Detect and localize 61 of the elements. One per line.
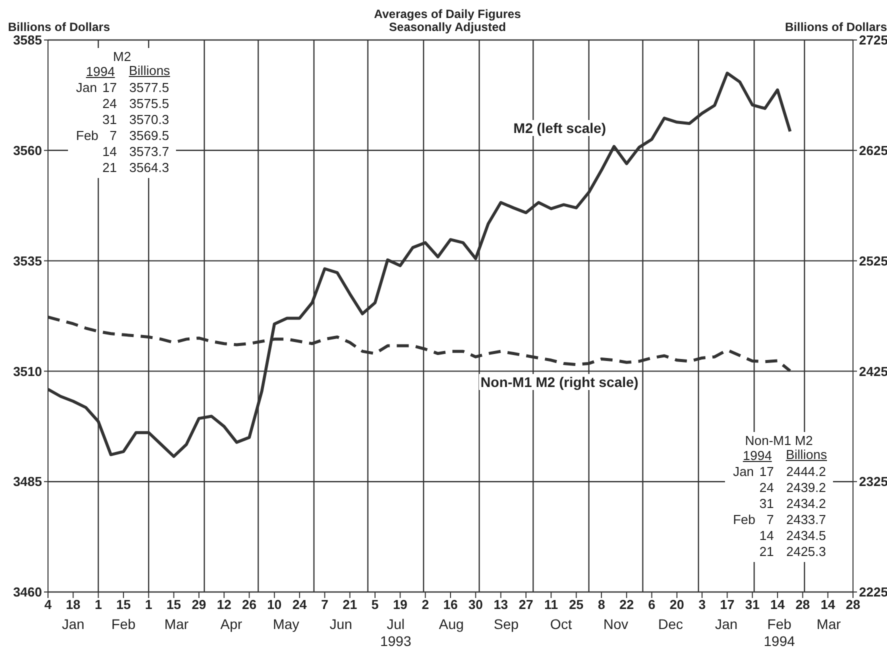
x-tick-label: 15 [166,597,182,612]
x-tick-label: 28 [795,597,810,612]
x-tick-label: 16 [443,597,458,612]
x-tick-label: 25 [569,597,584,612]
x-tick-label: 26 [242,597,256,612]
x-tick-label: 6 [648,597,656,612]
text: Mar [816,616,842,633]
x-tick-label: 13 [494,597,508,612]
x-tick-label: 2 [422,597,429,612]
text: M2 1994 Billions Jan 17 3577.5 24 3575.5 31 3570.3 Feb 7 3569.5 14 3573.7 21 3564.3 [76,49,170,175]
x-tick-label: 1 [145,597,152,612]
y2-axis-title: Billions of Dollars [784,20,887,34]
text: Nov [602,616,630,633]
x-tick-label: 15 [116,597,131,612]
text: Sep [492,616,520,633]
chart-subtitle: Averages of Daily Figures Seasonally Adjusted [374,7,521,34]
series-label: M2 (left scale) [511,120,608,136]
text: Feb 1994 [762,616,796,650]
x-tick-label: 3 [698,597,706,612]
x-tick-label: 14 [770,597,786,612]
x-tick-label: 17 [720,597,734,612]
text: Jan [714,616,739,633]
y-tick-label: 3585 [13,32,42,48]
y-tick-label: 3460 [13,584,42,600]
x-tick-label: 27 [518,597,534,612]
x-tick-label: 12 [216,597,232,612]
text: Feb [110,616,137,633]
text: Jul 1993 [379,616,412,650]
x-tick-label: 31 [745,597,760,612]
x-tick-label: 4 [44,597,52,612]
x-tick-label: 14 [820,597,836,612]
text: Dec [657,616,684,633]
x-tick-label: 24 [292,597,308,612]
y-tick-label: 3560 [13,143,42,158]
x-tick-label: 21 [342,597,358,612]
y-tick-label: 3485 [13,474,42,490]
y-tick-label: 3510 [13,364,42,379]
x-tick-label: 29 [192,597,206,612]
text: May [272,616,300,633]
y-tick-label: 3535 [13,253,42,268]
text: Jan [60,616,86,633]
x-tick-label: 5 [371,597,379,612]
x-tick-label: 22 [619,597,634,612]
text: Apr [219,616,244,633]
text: Jun [328,616,354,633]
x-tick-label: 7 [321,597,328,612]
x-tick-label: 10 [267,597,282,612]
x-tick-label: 1 [94,597,102,612]
x-tick-label: 18 [66,597,80,612]
x-tick-label: 30 [468,597,483,612]
text: Oct [549,616,573,633]
text: Non-M1 M2 1994 Billions Jan 17 2444.2 24 2439.2 31 2434.2 Feb 7 2433.7 14 2434.5 21 2425.3 [732,433,827,559]
x-tick-label: 20 [670,597,684,612]
x-tick-label: 11 [544,597,558,612]
y-axis-title: Billions of Dollars [8,20,110,34]
x-tick-label: 28 [846,597,860,612]
text: Aug [438,616,465,633]
text: Mar [163,616,190,633]
x-tick-label: 19 [392,597,408,612]
series-label: Non-M1 M2 (right scale) [478,374,640,390]
x-tick-label: 8 [598,597,606,612]
